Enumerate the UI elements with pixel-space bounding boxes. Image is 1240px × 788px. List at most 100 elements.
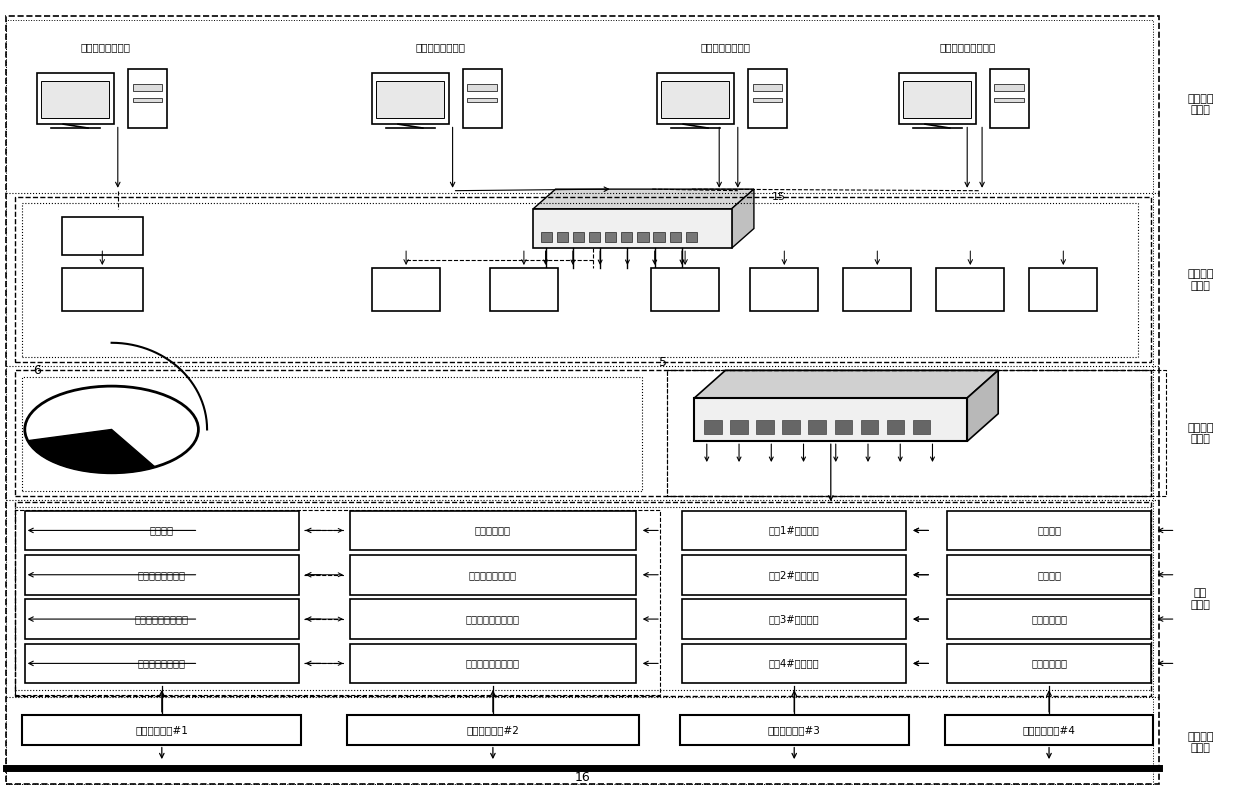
Text: 飞行控制系统试验器: 飞行控制系统试验器 — [135, 614, 188, 624]
Bar — [350, 511, 636, 550]
Bar — [682, 599, 906, 639]
Bar — [621, 232, 632, 242]
Bar — [350, 599, 636, 639]
Bar — [25, 644, 299, 683]
Bar — [694, 398, 967, 441]
Bar — [350, 644, 636, 683]
Bar — [947, 555, 1151, 594]
Bar — [994, 84, 1024, 91]
Text: 气动力载荷模拟系统: 气动力载荷模拟系统 — [466, 614, 520, 624]
Bar — [947, 511, 1151, 550]
Bar — [467, 84, 497, 91]
Bar — [62, 217, 143, 255]
Text: 机械位移信号发生器: 机械位移信号发生器 — [466, 659, 520, 668]
Bar — [22, 203, 1138, 357]
Bar — [686, 232, 697, 242]
Polygon shape — [967, 370, 998, 441]
Bar — [670, 232, 681, 242]
Bar — [15, 370, 1151, 496]
Ellipse shape — [25, 386, 198, 473]
Text: 15: 15 — [771, 192, 786, 202]
Bar — [1029, 268, 1097, 311]
Bar — [903, 80, 971, 117]
Bar — [25, 555, 299, 594]
Bar — [533, 209, 732, 248]
Bar — [750, 268, 818, 311]
Bar — [748, 69, 787, 128]
Bar — [682, 644, 906, 683]
Bar — [15, 507, 1151, 690]
Text: 16: 16 — [575, 771, 590, 784]
Text: 数据交换
传输层: 数据交换 传输层 — [1187, 422, 1214, 444]
Bar — [133, 84, 162, 91]
Bar — [653, 232, 665, 242]
Text: 设备
运行层: 设备 运行层 — [1190, 588, 1210, 610]
Text: 数据采集处理操作: 数据采集处理操作 — [701, 43, 750, 52]
Bar — [37, 73, 114, 125]
Bar — [133, 98, 162, 102]
Text: 航电仪表仿真系统: 航电仪表仿真系统 — [138, 570, 186, 580]
Bar — [661, 80, 729, 117]
Bar — [350, 555, 636, 594]
Text: 迎角转台: 迎角转台 — [1037, 526, 1061, 535]
Bar — [651, 268, 719, 311]
Bar — [463, 69, 502, 128]
Text: 现场4#采集节点: 现场4#采集节点 — [769, 659, 820, 668]
Text: 数据交换与可视化: 数据交换与可视化 — [415, 43, 465, 52]
Bar — [945, 715, 1153, 745]
Bar — [808, 420, 826, 434]
Bar — [936, 268, 1004, 311]
Text: 飞行仿真系统: 飞行仿真系统 — [475, 526, 511, 535]
Text: 机载设备仿真系统: 机载设备仿真系统 — [138, 659, 186, 668]
Text: 视频监视
调度层: 视频监视 调度层 — [1187, 269, 1214, 291]
Bar — [861, 420, 878, 434]
Bar — [947, 599, 1151, 639]
Polygon shape — [27, 429, 155, 473]
Bar — [573, 232, 584, 242]
Bar — [557, 232, 568, 242]
Text: 视景系统: 视景系统 — [150, 526, 174, 535]
Text: 5: 5 — [660, 356, 667, 369]
Text: 现场1#采集节点: 现场1#采集节点 — [769, 526, 820, 535]
Text: 配电控制
管理层: 配电控制 管理层 — [1187, 732, 1214, 753]
Bar — [994, 98, 1024, 102]
Polygon shape — [732, 189, 754, 248]
Bar — [704, 420, 722, 434]
Bar — [41, 80, 109, 117]
Text: 地面液压泵站: 地面液压泵站 — [1030, 659, 1068, 668]
Bar — [372, 73, 449, 125]
Text: 现场3#采集节点: 现场3#采集节点 — [769, 614, 820, 624]
Bar — [372, 268, 440, 311]
Bar — [15, 197, 1151, 362]
Text: 现场2#采集节点: 现场2#采集节点 — [769, 570, 820, 580]
Bar — [753, 98, 782, 102]
Bar — [782, 420, 800, 434]
Bar — [667, 370, 1151, 496]
Text: 试验信息安全存储: 试验信息安全存储 — [81, 43, 130, 52]
Bar — [637, 232, 649, 242]
Bar — [667, 370, 1166, 496]
Bar — [22, 377, 642, 491]
Polygon shape — [694, 370, 998, 398]
Bar — [541, 232, 552, 242]
Polygon shape — [533, 189, 754, 209]
Bar — [467, 98, 497, 102]
Bar — [657, 73, 734, 125]
Bar — [913, 420, 930, 434]
Bar — [887, 420, 904, 434]
Text: 配电管理单元#3: 配电管理单元#3 — [768, 725, 821, 734]
Bar — [843, 268, 911, 311]
Bar — [376, 80, 444, 117]
Bar — [62, 268, 143, 311]
Text: 动态信号分析系统: 动态信号分析系统 — [469, 570, 517, 580]
Text: 配电管理单元#4: 配电管理单元#4 — [1023, 725, 1075, 734]
Bar — [15, 502, 1151, 696]
Bar — [680, 715, 909, 745]
Bar — [835, 420, 852, 434]
Text: 线加速度转台: 线加速度转台 — [1030, 614, 1068, 624]
Bar — [682, 555, 906, 594]
Text: 配电管理单元#1: 配电管理单元#1 — [135, 725, 188, 734]
Bar — [25, 511, 299, 550]
Bar — [605, 232, 616, 242]
Bar — [756, 420, 774, 434]
